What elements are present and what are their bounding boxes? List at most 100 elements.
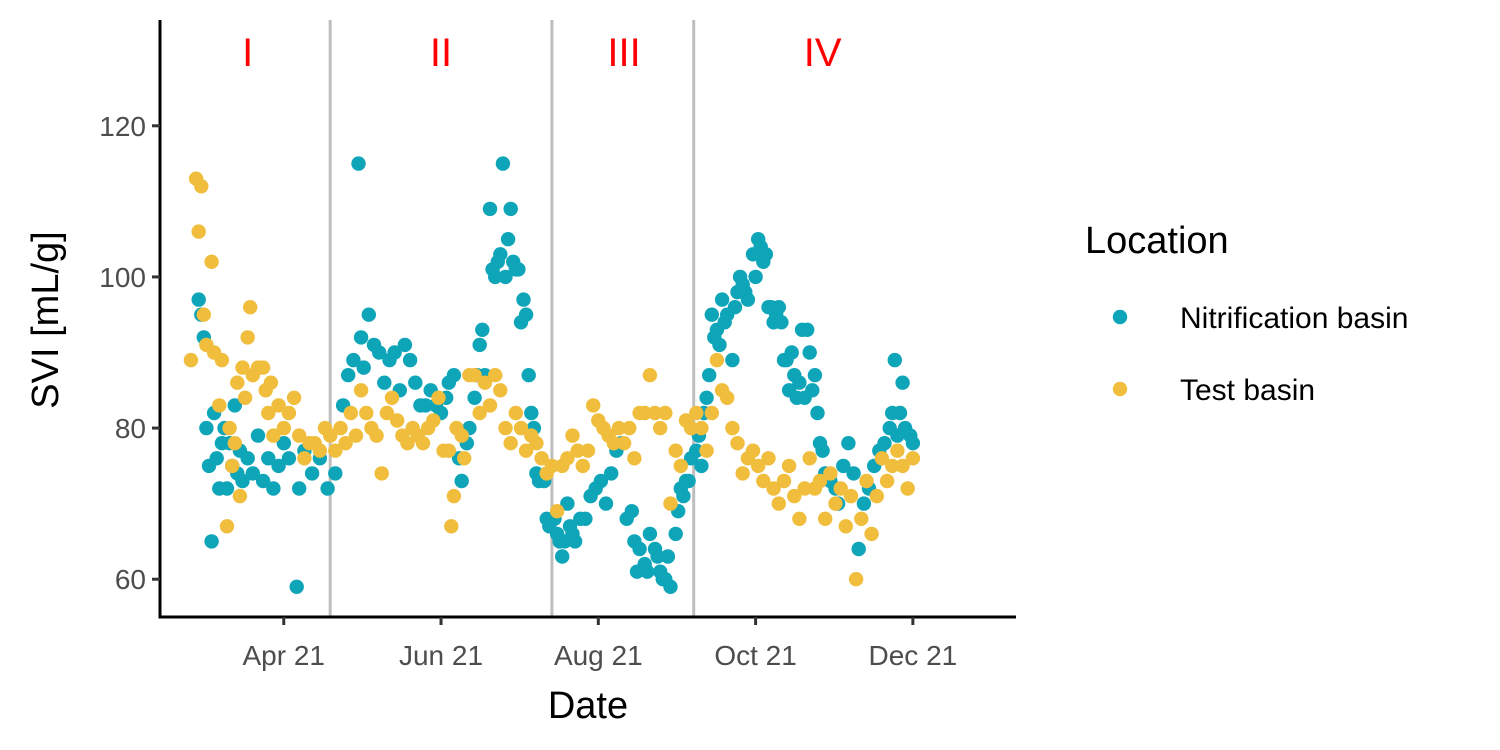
data-point (704, 405, 719, 421)
data-point (498, 420, 513, 436)
data-point (751, 458, 766, 474)
data-point (699, 443, 714, 458)
data-point (191, 292, 206, 307)
data-point (281, 405, 297, 421)
data-point (565, 428, 580, 443)
data-point (426, 413, 441, 428)
data-point (836, 458, 851, 474)
x-tick-label: Dec 21 (869, 640, 958, 671)
data-point (472, 405, 487, 421)
data-point (196, 307, 211, 322)
data-point (578, 511, 593, 526)
data-point (227, 398, 242, 413)
data-point (204, 254, 219, 269)
data-point (359, 405, 374, 421)
data-point (199, 420, 214, 436)
data-point (725, 352, 740, 368)
data-point (513, 420, 529, 436)
y-tick-label: 100 (99, 262, 146, 293)
data-point (418, 398, 433, 413)
data-point (353, 383, 369, 398)
x-tick-label: Jun 21 (399, 640, 483, 671)
data-point (446, 368, 462, 383)
data-point (323, 428, 338, 443)
data-point (748, 269, 763, 285)
data-point (900, 481, 915, 496)
data-point (204, 534, 219, 549)
data-point (787, 488, 802, 504)
data-point (191, 224, 206, 239)
phase-labels: I II III IV (242, 31, 842, 75)
data-point (441, 443, 456, 458)
data-point (225, 458, 240, 474)
data-point (250, 428, 266, 443)
y-tick-label: 60 (115, 564, 146, 595)
legend-key (1112, 381, 1128, 397)
legend-label: Test basin (1180, 374, 1315, 407)
data-point (887, 352, 902, 368)
data-point (503, 436, 518, 451)
data-point (650, 549, 665, 564)
data-point (348, 428, 364, 443)
data-point (663, 579, 678, 594)
phase-label: IV (804, 31, 842, 75)
x-tick-label: Oct 21 (714, 640, 796, 671)
data-point (570, 443, 585, 458)
data-point (689, 443, 704, 458)
data-point (415, 436, 431, 451)
data-point (586, 398, 601, 413)
data-point (235, 473, 250, 489)
data-point (219, 481, 235, 496)
data-point (255, 360, 271, 375)
data-point (312, 443, 328, 458)
data-point (758, 247, 774, 262)
data-point (740, 292, 756, 307)
data-point (885, 458, 900, 474)
data-point (598, 496, 614, 511)
data-point (209, 451, 224, 466)
data-point (805, 383, 820, 398)
data-point (681, 473, 696, 489)
data-point (384, 390, 400, 405)
data-point (895, 458, 910, 474)
data-point (281, 451, 297, 466)
data-point (846, 466, 861, 481)
data-point (859, 473, 874, 489)
data-point (905, 436, 921, 451)
data-point (841, 436, 856, 451)
data-point (668, 443, 683, 458)
data-point (402, 352, 418, 368)
data-point (694, 420, 709, 436)
data-point (304, 466, 320, 481)
data-point (694, 458, 709, 474)
data-point (286, 390, 302, 405)
data-point (797, 481, 812, 496)
data-point (183, 352, 199, 368)
data-point (637, 405, 652, 421)
data-point (604, 466, 619, 481)
data-point (781, 458, 797, 474)
data-point (704, 307, 719, 322)
data-point (668, 526, 683, 542)
data-point (879, 473, 895, 489)
legend-items: Nitrification basin Test basin (1112, 302, 1408, 407)
data-point (720, 390, 735, 405)
phase-label: I (242, 31, 253, 75)
data-point (735, 466, 750, 481)
data-point (761, 451, 776, 466)
data-point (593, 473, 609, 489)
data-point (444, 519, 459, 534)
data-point (240, 451, 255, 466)
data-point (488, 269, 503, 285)
phase-label: III (607, 31, 640, 75)
data-point (320, 481, 335, 496)
data-point (854, 511, 869, 526)
data-point (372, 345, 387, 360)
data-point (640, 564, 655, 579)
data-point (467, 390, 482, 405)
data-point (756, 473, 771, 489)
data-point (261, 405, 276, 421)
data-point (346, 352, 361, 368)
data-point (498, 269, 513, 285)
data-point (482, 201, 498, 217)
